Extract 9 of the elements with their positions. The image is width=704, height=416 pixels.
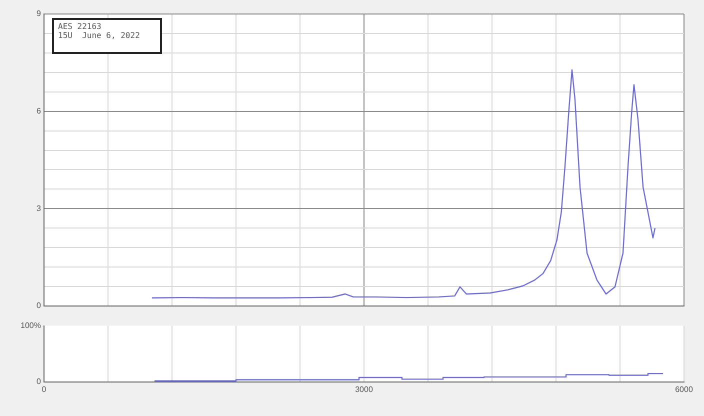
y-tick-label: 0 [36,377,42,386]
x-tick-label: 3000 [355,385,374,394]
x-tick-label: 6000 [675,385,694,394]
y-tick-label: 9 [36,9,42,18]
y-tick-label: 0 [36,301,42,310]
y-tick-label: 6 [36,106,42,116]
y-tick-label: 100% [20,321,41,330]
y-tick-label: 3 [36,204,42,213]
note-box: AES 22163 15U June 6, 2022 [52,18,162,54]
